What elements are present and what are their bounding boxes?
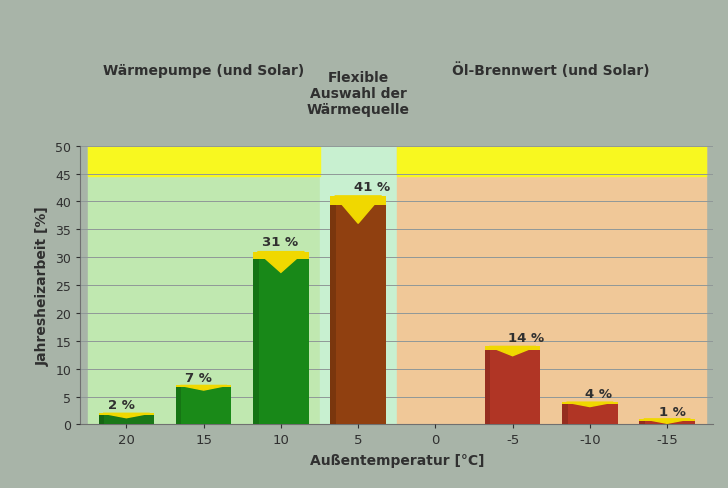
Bar bbox=[253, 252, 309, 425]
Polygon shape bbox=[335, 197, 381, 224]
Bar bbox=[253, 252, 309, 259]
Bar bbox=[639, 419, 695, 425]
Bar bbox=[176, 386, 232, 387]
FancyBboxPatch shape bbox=[98, 413, 104, 425]
Polygon shape bbox=[181, 386, 227, 390]
FancyBboxPatch shape bbox=[331, 197, 336, 425]
X-axis label: Außentemperatur [°C]: Außentemperatur [°C] bbox=[309, 453, 484, 468]
Bar bbox=[562, 402, 617, 425]
Text: Öl-Brennwert (und Solar): Öl-Brennwert (und Solar) bbox=[452, 62, 650, 78]
Bar bbox=[176, 386, 232, 425]
Bar bbox=[562, 402, 617, 404]
Text: 4 %: 4 % bbox=[585, 387, 612, 401]
Polygon shape bbox=[258, 252, 304, 273]
Polygon shape bbox=[103, 413, 150, 418]
Bar bbox=[485, 346, 540, 350]
Text: 7 %: 7 % bbox=[185, 371, 212, 384]
Polygon shape bbox=[566, 402, 613, 407]
Bar bbox=[639, 419, 695, 421]
FancyBboxPatch shape bbox=[485, 346, 491, 425]
Text: Wärmepumpe (und Solar): Wärmepumpe (und Solar) bbox=[103, 64, 304, 78]
FancyBboxPatch shape bbox=[562, 402, 568, 425]
Text: 31 %: 31 % bbox=[262, 236, 298, 249]
Y-axis label: Jahresheizarbeit [%]: Jahresheizarbeit [%] bbox=[36, 206, 50, 365]
Bar bbox=[331, 197, 386, 205]
Bar bbox=[331, 197, 386, 425]
Bar bbox=[320, 146, 397, 425]
FancyBboxPatch shape bbox=[253, 252, 258, 425]
Bar bbox=[397, 146, 705, 177]
FancyBboxPatch shape bbox=[639, 419, 645, 425]
Bar bbox=[98, 413, 154, 415]
Bar bbox=[88, 146, 320, 425]
Text: Flexible
Auswahl der
Wärmequelle: Flexible Auswahl der Wärmequelle bbox=[306, 71, 410, 117]
Bar bbox=[98, 413, 154, 425]
Text: 2 %: 2 % bbox=[108, 398, 135, 411]
Text: 1 %: 1 % bbox=[660, 405, 687, 418]
Bar bbox=[485, 346, 540, 425]
Polygon shape bbox=[644, 419, 690, 424]
Polygon shape bbox=[489, 346, 536, 356]
Text: 14 %: 14 % bbox=[508, 331, 544, 345]
Bar bbox=[397, 146, 705, 425]
Text: 41 %: 41 % bbox=[354, 180, 389, 193]
FancyBboxPatch shape bbox=[176, 386, 181, 425]
Bar bbox=[88, 146, 320, 177]
